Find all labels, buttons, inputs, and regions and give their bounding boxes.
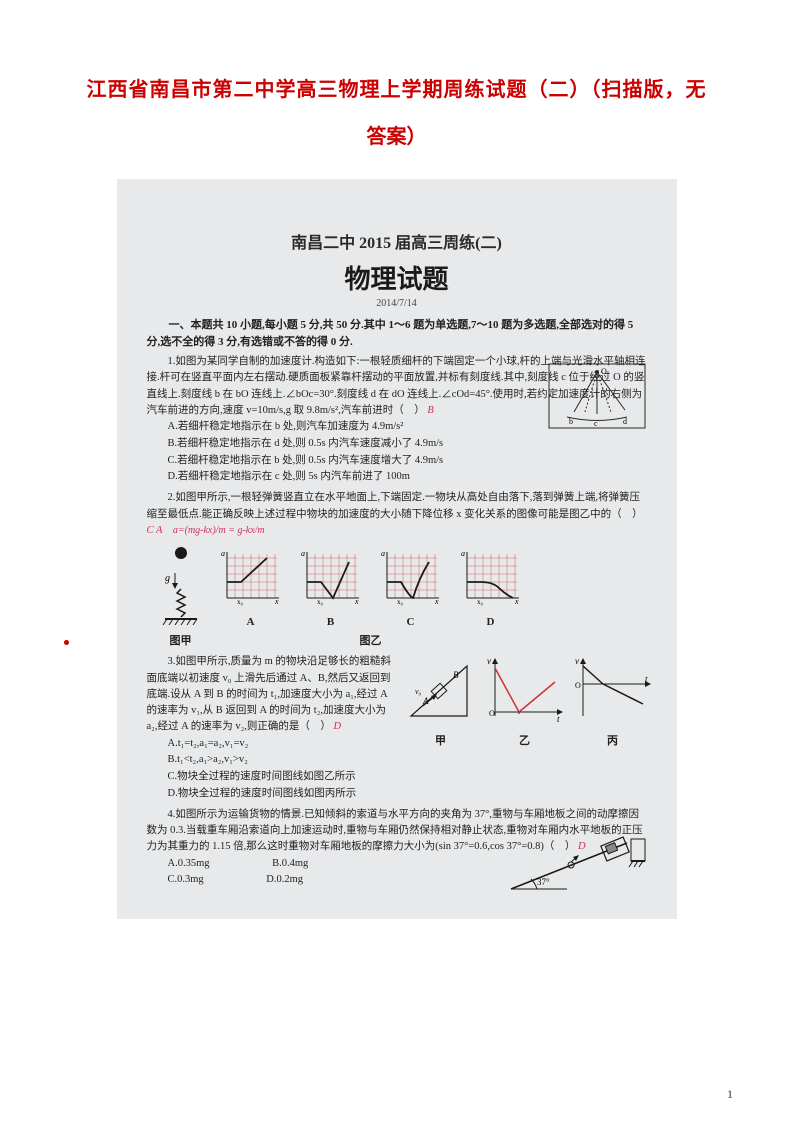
q3-option-b: B.t₁<t₂,a₁>a₂,v₁>v₂ bbox=[168, 752, 647, 769]
q3-handwritten-answer: D bbox=[334, 721, 342, 732]
svg-text:O: O bbox=[489, 709, 495, 718]
svg-text:37°: 37° bbox=[537, 877, 550, 887]
svg-text:t: t bbox=[557, 714, 560, 724]
q3-fig-yi: 乙 bbox=[485, 733, 565, 750]
question-2: 2.如图甲所示,一根轻弹簧竖直立在水平地面上,下端固定.一物块从高处自由落下,落… bbox=[147, 490, 647, 650]
document-title-line2: 答案） bbox=[0, 120, 793, 179]
q3-diagrams: B A v₀ 甲 v t O bbox=[405, 654, 653, 749]
q3-fig-jia: 甲 bbox=[405, 733, 477, 750]
q2-label-a: A bbox=[219, 614, 283, 631]
svg-text:x₀: x₀ bbox=[317, 598, 324, 606]
svg-text:a: a bbox=[381, 549, 385, 558]
q1-label-d: d bbox=[623, 417, 627, 426]
document-title-line1: 江西省南昌市第二中学高三物理上学期周练试题（二）（扫描版，无 bbox=[0, 0, 793, 120]
q1-option-c: C.若细杆稳定地指示在 b 处,则 0.5s 内汽车速度增大了 4.9m/s bbox=[168, 453, 527, 470]
q2-graphs: a x x₀ A bbox=[219, 548, 523, 631]
svg-text:x₀: x₀ bbox=[397, 598, 404, 606]
svg-text:x: x bbox=[354, 597, 359, 606]
svg-text:a: a bbox=[221, 549, 225, 558]
svg-text:g: g bbox=[165, 573, 170, 584]
svg-text:x: x bbox=[274, 597, 279, 606]
q2-label-b: B bbox=[299, 614, 363, 631]
decorative-red-dot bbox=[64, 640, 69, 645]
q1-label-b: b bbox=[569, 417, 573, 426]
svg-text:x₀: x₀ bbox=[477, 598, 484, 606]
q4-option-c: C.0.3mg bbox=[168, 872, 204, 889]
q2-graph-b: a x x₀ B bbox=[299, 548, 363, 631]
q3-graph-yi: v t O 乙 bbox=[485, 654, 565, 749]
q4-option-a: A.0.35mg bbox=[168, 856, 210, 873]
q3-option-c: C.物块全过程的速度时间图线如图乙所示 bbox=[168, 769, 647, 786]
q3-incline-diagram: B A v₀ 甲 bbox=[405, 654, 477, 749]
q2-handwritten-answer: C A bbox=[147, 525, 163, 536]
q1-options: A.若细杆稳定地指示在 b 处,则汽车加速度为 4.9m/s² B.若细杆稳定地… bbox=[147, 419, 527, 486]
q1-label-c: c bbox=[594, 419, 598, 428]
page-number: 1 bbox=[727, 1087, 733, 1102]
q2-text: 2.如图甲所示,一根轻弹簧竖直立在水平地面上,下端固定.一物块从高处自由落下,落… bbox=[147, 490, 647, 539]
question-1: 1.如图为某同学自制的加速度计.构造如下:一根轻质细杆的下端固定一个小球,杆的上… bbox=[147, 354, 647, 486]
svg-text:x: x bbox=[434, 597, 439, 606]
question-4: 4.如图所示为运输货物的情景.已知倾斜的索道与水平方向的夹角为 37°,重物与车… bbox=[147, 807, 647, 889]
q2-graph-d: a x x₀ D bbox=[459, 548, 523, 631]
exam-main-title: 物理试题 bbox=[147, 259, 647, 296]
q3-option-d: D.物块全过程的速度时间图线如图丙所示 bbox=[168, 786, 647, 803]
q1-handwritten-answer: B bbox=[427, 405, 433, 416]
svg-text:O: O bbox=[575, 681, 581, 690]
svg-text:a: a bbox=[461, 549, 465, 558]
svg-text:x: x bbox=[514, 597, 519, 606]
section-instructions: 一、本题共 10 小题,每小题 5 分,共 50 分.其中 1～6 题为单选题,… bbox=[147, 317, 647, 350]
q3-graph-bing: v t O 丙 bbox=[573, 654, 653, 749]
q2-graph-a: a x x₀ A bbox=[219, 548, 283, 631]
scanned-exam-page: 南昌二中 2015 届高三周练(二) 物理试题 2014/7/14 一、本题共 … bbox=[117, 179, 677, 919]
q2-fig1-caption: 图甲 bbox=[157, 633, 205, 650]
exam-header: 南昌二中 2015 届高三周练(二) bbox=[147, 229, 647, 253]
q2-fig2-caption: 图乙 bbox=[219, 633, 523, 650]
q2-diagrams-row: g 图甲 bbox=[157, 545, 647, 650]
q2-handwritten-formula: a=(mg-kx)/m = g-kx/m bbox=[173, 525, 265, 536]
q3-text: 3.如图甲所示,质量为 m 的物块沿足够长的粗糙斜面底端以初速度 v₀ 上滑先后… bbox=[147, 654, 397, 735]
q2-spring-figure: g 图甲 bbox=[157, 545, 205, 650]
svg-text:x₀: x₀ bbox=[237, 598, 244, 606]
question-3: 3.如图甲所示,质量为 m 的物块沿足够长的粗糙斜面底端以初速度 v₀ 上滑先后… bbox=[147, 654, 647, 803]
q1-option-d: D.若细杆稳定地指示在 c 处,则 5s 内汽车前进了 100m bbox=[168, 469, 527, 486]
svg-text:a: a bbox=[301, 549, 305, 558]
exam-date: 2014/7/14 bbox=[147, 298, 647, 309]
svg-text:v₀: v₀ bbox=[415, 687, 422, 696]
svg-text:v: v bbox=[575, 656, 579, 666]
q4-cable-car-diagram: 37° bbox=[507, 835, 647, 895]
q2-label-d: D bbox=[459, 614, 523, 631]
svg-text:B: B bbox=[453, 670, 459, 680]
q1-option-a: A.若细杆稳定地指示在 b 处,则汽车加速度为 4.9m/s² bbox=[168, 419, 527, 436]
q4-option-b: B.0.4mg bbox=[272, 856, 308, 873]
q1-pendulum-diagram: O b c d bbox=[547, 362, 647, 430]
q1-label-O: O bbox=[601, 367, 607, 376]
q3-fig-bing: 丙 bbox=[573, 733, 653, 750]
q2-label-c: C bbox=[379, 614, 443, 631]
q2-graph-c: a x x₀ C bbox=[379, 548, 443, 631]
q4-option-d: D.0.2mg bbox=[266, 872, 303, 889]
svg-text:v: v bbox=[487, 656, 491, 666]
q1-option-b: B.若细杆稳定地指示在 d 处,则 0.5s 内汽车速度减小了 4.9m/s bbox=[168, 436, 527, 453]
q4-options: A.0.35mg B.0.4mg C.0.3mg D.0.2mg bbox=[147, 856, 467, 890]
